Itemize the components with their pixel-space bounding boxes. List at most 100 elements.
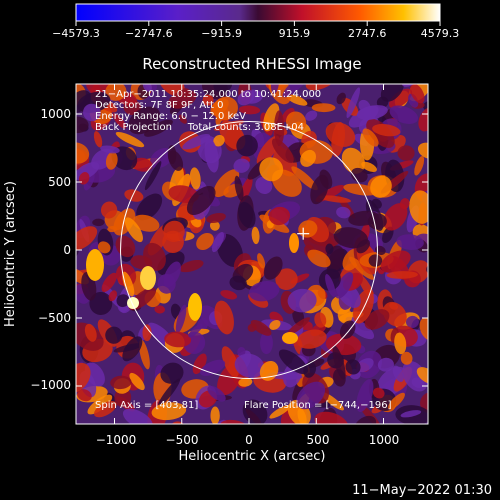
emission-blob [271, 138, 294, 164]
emission-blob [188, 323, 203, 338]
emission-blob [263, 256, 283, 280]
emission-blob [100, 145, 120, 154]
colorbar-tick-label-5: 4579.3 [421, 27, 460, 40]
plot-title: Reconstructed RHESSI Image [142, 55, 361, 73]
emission-blob [238, 105, 261, 115]
emission-blob [213, 84, 233, 93]
emission-blob [105, 326, 123, 344]
emission-blob [220, 419, 248, 424]
emission-blob [168, 150, 184, 171]
emission-blob [238, 377, 253, 387]
emission-blob [386, 271, 418, 279]
emission-blob [255, 176, 273, 195]
colorbar-ticks [75, 21, 441, 26]
emission-blob [371, 198, 382, 209]
emission-blob [362, 128, 379, 147]
emission-blob [376, 96, 389, 108]
emission-blob [356, 105, 388, 120]
emission-blob [335, 272, 354, 299]
emission-blob [105, 84, 127, 101]
x-tick-label-2: 0 [245, 433, 253, 447]
colorbar-gradient [75, 3, 441, 22]
annotation-line-4: Back Projection Total counts: 3.08E+04 [95, 122, 304, 133]
emission-blob [274, 110, 285, 146]
emission-blob [325, 274, 336, 298]
emission-blob [303, 361, 317, 378]
emission-blob [337, 307, 353, 324]
emission-blob [87, 394, 113, 415]
emission-blob [399, 198, 410, 210]
axis-ticks [76, 84, 428, 424]
emission-blob [213, 134, 225, 147]
emission-blob [94, 400, 117, 418]
colorbar-tick-label-2: −915.9 [201, 27, 242, 40]
emission-blob [392, 365, 404, 382]
emission-blob [234, 175, 244, 201]
emission-blob [105, 151, 118, 170]
emission-blob [397, 145, 415, 161]
emission-blob [287, 288, 317, 313]
emission-blob [144, 119, 173, 137]
emission-blob [291, 166, 318, 191]
emission-blob [211, 232, 225, 253]
emission-blob [368, 254, 383, 267]
emission-blob [346, 87, 361, 119]
emission-blob [420, 392, 428, 414]
x-tick-label-4: 1000 [369, 433, 400, 447]
emission-blob [370, 175, 392, 198]
emission-blob [124, 189, 144, 202]
emission-blob [343, 183, 378, 196]
emission-blob [206, 213, 226, 224]
emission-blob [319, 195, 352, 203]
emission-blob [257, 253, 266, 269]
x-tick-label-3: 500 [307, 433, 330, 447]
emission-blob [149, 147, 174, 169]
emission-blob [142, 324, 152, 342]
emission-blob [419, 317, 428, 341]
emission-blob [364, 309, 390, 330]
emission-blob [78, 172, 90, 185]
spin-axis-label: Spin Axis = [403,81] [95, 400, 198, 411]
emission-blob [406, 315, 419, 329]
y-tick-label-1: −500 [38, 311, 71, 325]
emission-blob [189, 167, 201, 190]
emission-blob [221, 346, 239, 378]
emission-blob [367, 213, 387, 230]
emission-blob [76, 226, 98, 251]
emission-blob [305, 84, 336, 91]
emission-blob [234, 353, 265, 378]
emission-blob [115, 131, 145, 148]
flare-position-label: Flare Position = [−744,−196] [244, 400, 392, 411]
emission-blob [428, 143, 439, 158]
emission-blob [108, 290, 118, 302]
emission-blob [209, 220, 220, 231]
emission-blob [296, 381, 326, 410]
emission-blob [287, 317, 311, 335]
x-tick-label-0: −1000 [96, 433, 137, 447]
emission-blob [377, 357, 394, 372]
y-tick-label-4: 1000 [40, 107, 71, 121]
emission-blob [382, 301, 407, 327]
emission-blob [207, 385, 226, 402]
annotation-line-3: Energy Range: 6.0 − 12.0 keV [95, 111, 246, 122]
emission-blob [383, 203, 408, 231]
emission-blob [237, 346, 246, 356]
emission-blob [178, 114, 187, 124]
emission-blob [305, 110, 318, 121]
emission-blob [400, 410, 422, 418]
emission-blob [382, 226, 394, 244]
emission-blob [179, 259, 204, 273]
emission-blob [336, 92, 346, 105]
emission-blob [151, 402, 187, 421]
y-axis-label: Heliocentric Y (arcsec) [3, 181, 18, 327]
emission-blob [77, 389, 92, 402]
emission-hotspot [282, 332, 298, 344]
emission-blob [339, 320, 356, 339]
emission-blob [389, 105, 419, 124]
emission-blob [245, 408, 262, 424]
emission-blob [84, 323, 97, 342]
emission-blob [259, 157, 284, 182]
emission-blob [163, 220, 185, 243]
emission-blob [248, 280, 280, 302]
emission-blob [297, 408, 307, 424]
